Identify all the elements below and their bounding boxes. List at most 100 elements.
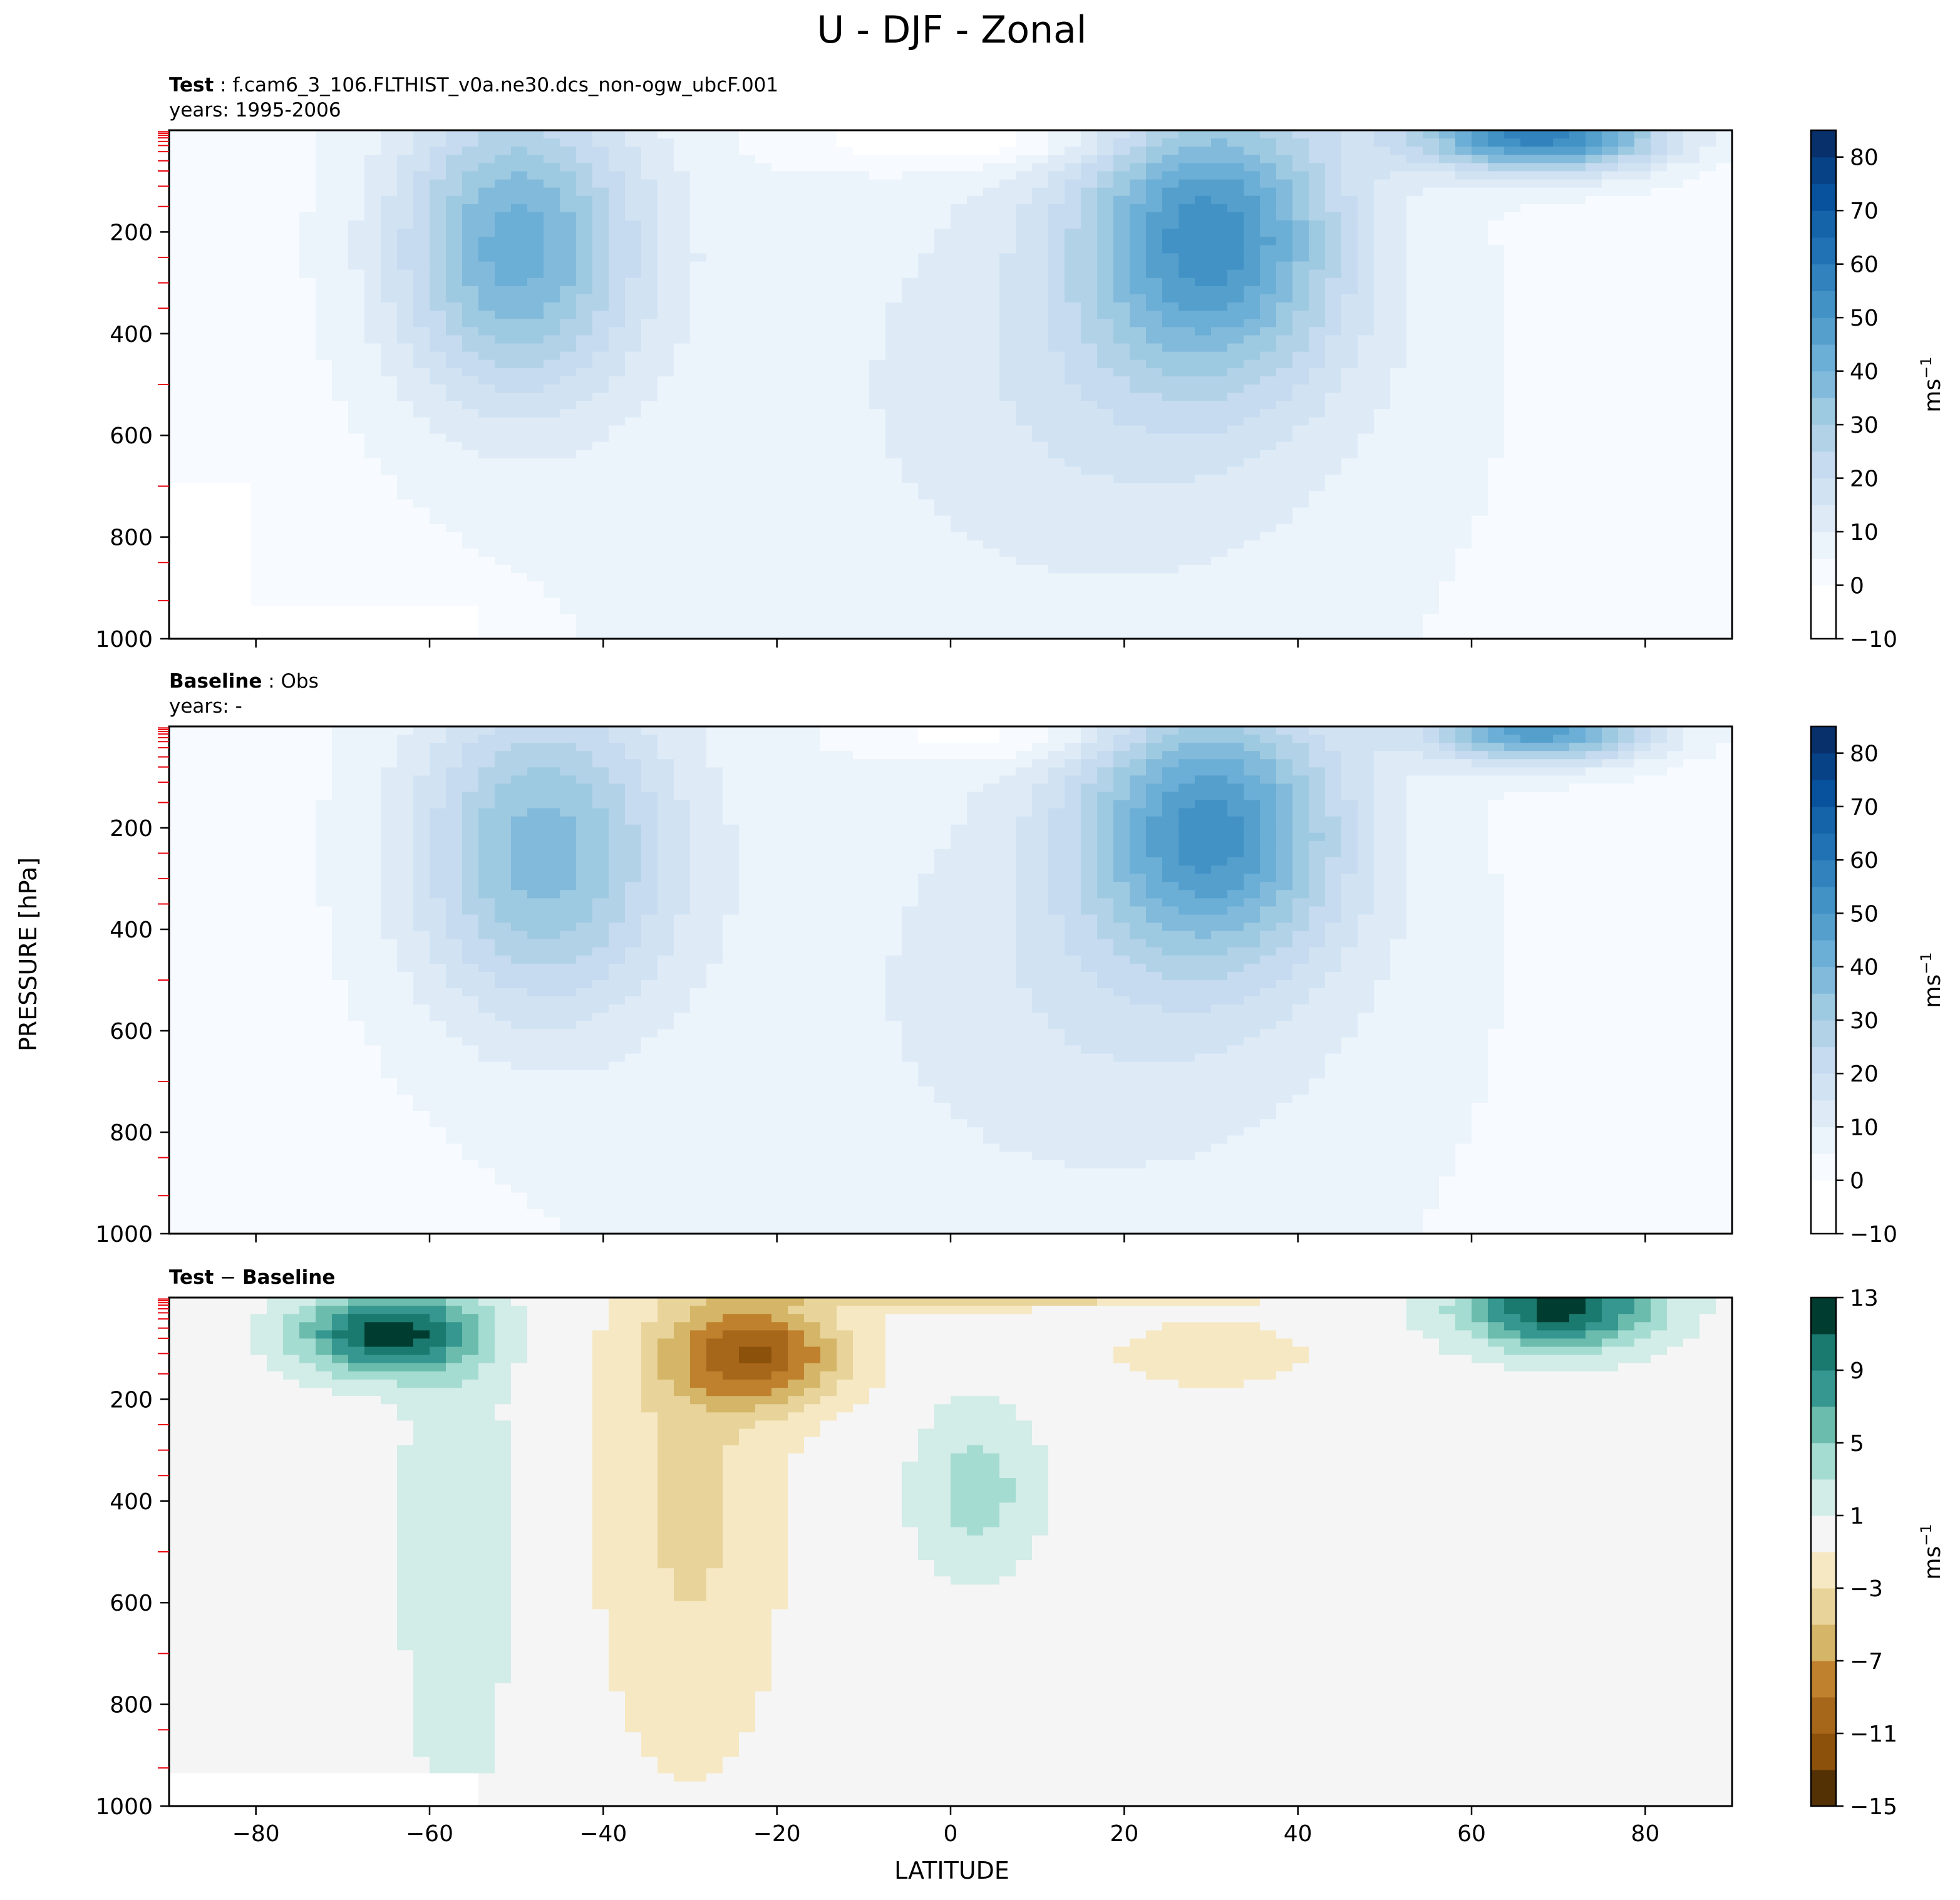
field-cell xyxy=(1455,499,1472,509)
field-cell xyxy=(1358,179,1375,188)
field-cell xyxy=(202,245,219,254)
field-cell xyxy=(983,376,1000,385)
field-cell xyxy=(967,277,984,287)
field-cell xyxy=(609,557,626,565)
field-cell xyxy=(1374,286,1391,295)
field-cell xyxy=(348,245,365,254)
field-cell xyxy=(202,425,219,435)
field-cell xyxy=(560,277,577,287)
field-cell xyxy=(690,261,707,271)
field-cell xyxy=(592,277,609,287)
field-cell xyxy=(446,220,463,229)
field-cell xyxy=(332,245,349,254)
field-cell xyxy=(185,229,202,237)
field-cell xyxy=(1260,466,1277,475)
field-cell xyxy=(1358,277,1375,287)
field-cell xyxy=(1195,253,1212,262)
field-cell xyxy=(1439,499,1456,509)
field-cell xyxy=(413,130,430,139)
field-cell xyxy=(869,294,886,303)
field-cell xyxy=(771,204,788,213)
field-cell xyxy=(1341,237,1358,245)
field-cell xyxy=(1260,417,1277,426)
field-cell xyxy=(185,302,202,311)
field-cell xyxy=(885,351,902,361)
field-cell xyxy=(381,532,398,541)
field-cell xyxy=(1406,441,1423,451)
field-cell xyxy=(918,187,935,197)
field-cell xyxy=(1146,277,1163,287)
field-cell xyxy=(316,606,333,615)
field-cell xyxy=(1423,450,1440,459)
field-cell xyxy=(706,171,723,180)
field-cell xyxy=(364,515,381,525)
field-cell xyxy=(592,401,609,410)
field-cell xyxy=(706,187,723,197)
field-cell xyxy=(853,606,870,615)
field-cell xyxy=(723,171,740,180)
field-cell xyxy=(1292,401,1309,410)
field-cell xyxy=(1016,417,1033,426)
field-cell xyxy=(478,614,495,623)
field-cell xyxy=(1048,466,1065,475)
field-cell xyxy=(853,171,870,180)
field-cell xyxy=(527,507,544,517)
field-cell xyxy=(316,483,333,492)
field-cell xyxy=(511,302,528,311)
field-cell xyxy=(1455,359,1472,369)
field-cell xyxy=(1455,466,1472,475)
field-cell xyxy=(1211,483,1228,492)
field-cell xyxy=(364,597,381,607)
field-cell xyxy=(1292,359,1309,369)
field-cell xyxy=(1341,147,1358,155)
field-cell xyxy=(1211,179,1228,188)
field-cell xyxy=(1032,130,1049,139)
field-cell xyxy=(1406,269,1423,279)
field-cell xyxy=(544,499,560,509)
field-cell xyxy=(1130,212,1147,221)
field-cell xyxy=(1358,393,1375,401)
field-cell xyxy=(739,499,756,509)
field-cell xyxy=(495,491,512,500)
field-cell xyxy=(202,433,219,443)
field-cell xyxy=(999,212,1016,221)
field-cell xyxy=(1341,335,1358,344)
field-cell xyxy=(1097,277,1114,287)
field-cell xyxy=(967,532,984,541)
field-cell xyxy=(1162,179,1179,188)
field-cell xyxy=(478,573,495,582)
field-cell xyxy=(250,548,267,557)
field-cell xyxy=(690,401,707,410)
field-cell xyxy=(690,441,707,451)
field-cell xyxy=(1016,385,1033,393)
field-cell xyxy=(934,376,951,385)
field-cell xyxy=(283,204,300,213)
field-cell xyxy=(397,229,414,237)
field-cell xyxy=(1227,450,1244,459)
field-cell xyxy=(902,515,919,525)
field-cell xyxy=(1455,229,1472,237)
field-cell xyxy=(934,220,951,229)
field-cell xyxy=(902,269,919,279)
field-cell xyxy=(1048,622,1065,631)
field-cell xyxy=(658,483,674,492)
field-cell xyxy=(576,302,593,311)
field-cell xyxy=(771,220,788,229)
field-cell xyxy=(1374,409,1391,418)
field-cell xyxy=(1048,195,1065,205)
field-cell xyxy=(169,319,186,328)
field-cell xyxy=(1309,614,1326,623)
field-cell xyxy=(1260,491,1277,500)
field-cell xyxy=(967,335,984,344)
field-cell xyxy=(885,393,902,401)
field-cell xyxy=(430,138,446,147)
field-cell xyxy=(1211,327,1228,336)
field-cell xyxy=(267,385,284,393)
field-cell xyxy=(283,368,300,377)
field-cell xyxy=(1374,294,1391,303)
field-cell xyxy=(625,368,642,377)
field-cell xyxy=(1016,179,1033,188)
field-cell xyxy=(1016,138,1033,147)
field-cell xyxy=(1048,630,1065,639)
field-cell xyxy=(869,630,886,639)
